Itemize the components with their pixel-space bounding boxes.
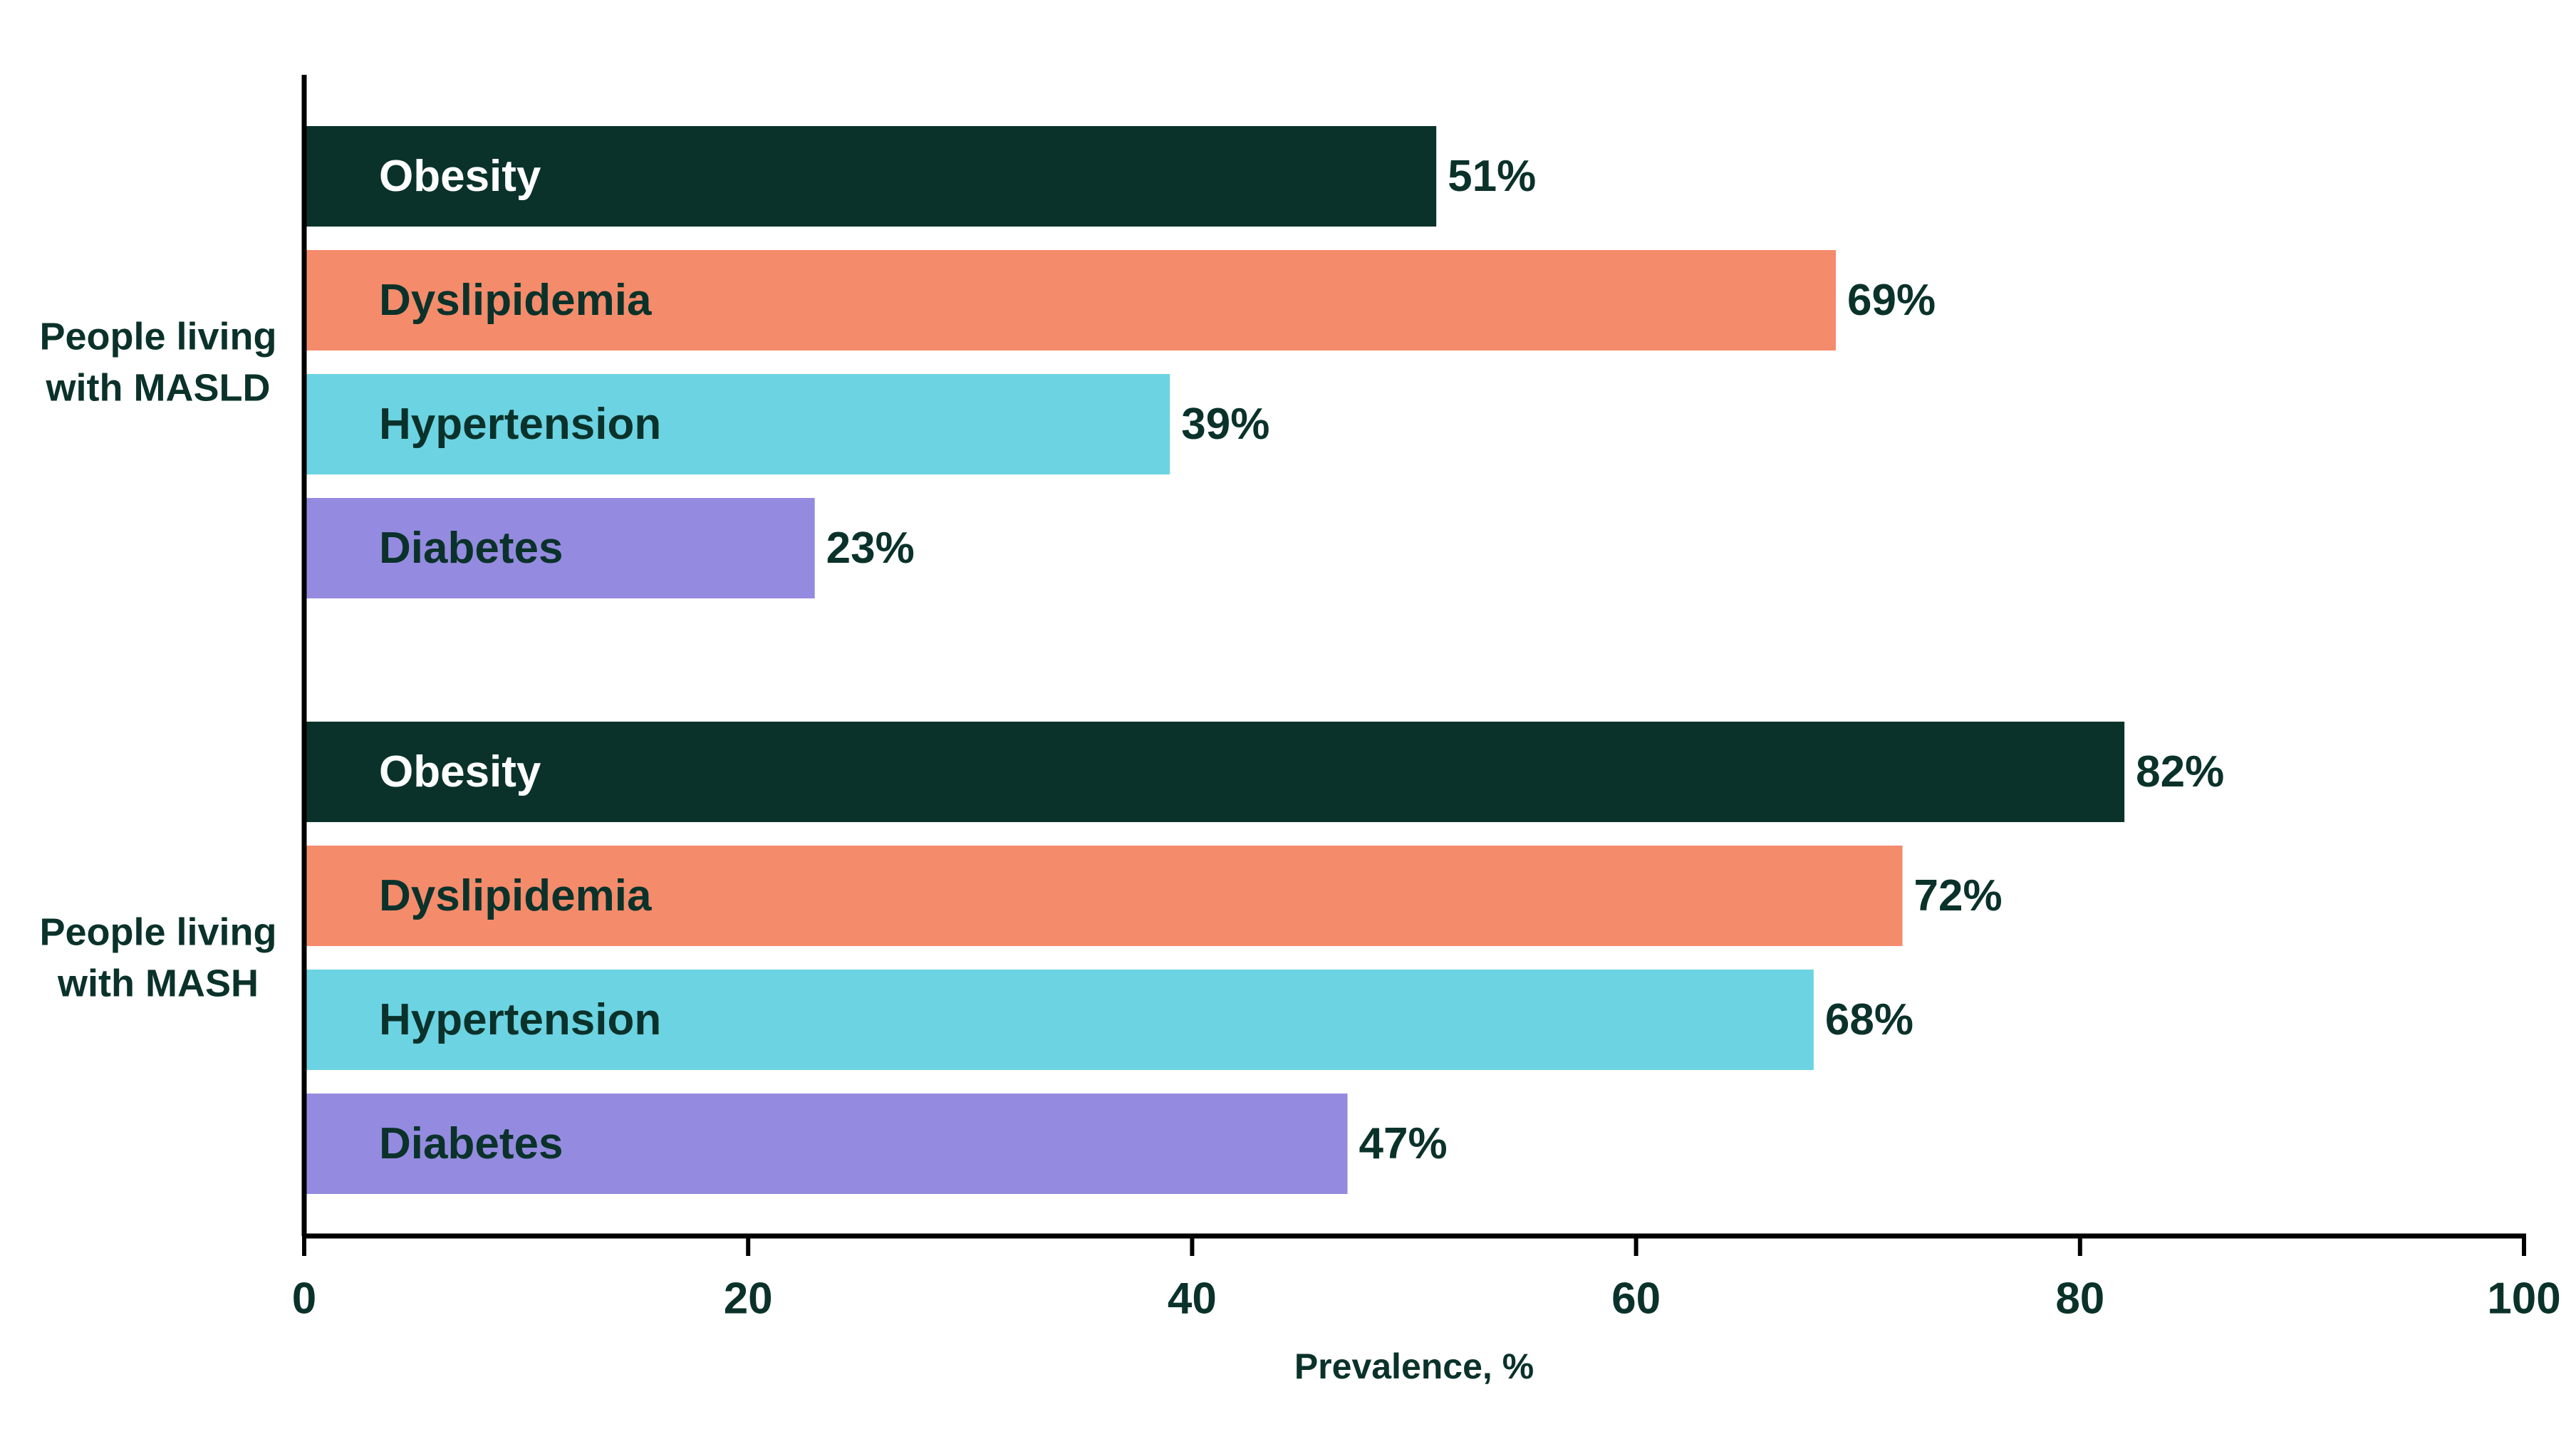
x-tick-label-40: 40 [1168, 1274, 1217, 1324]
bars-layer [304, 126, 2125, 1194]
bar-label-mash-dyslipidemia: Dyslipidemia [379, 871, 652, 920]
bar-masld-hypertension [304, 374, 1170, 474]
value-label-masld-obesity: 51% [1448, 152, 1536, 201]
group-label-masld-line-2: with MASLD [46, 367, 271, 410]
group-label-mash-line-1: People living [39, 911, 276, 954]
axes-layer [301, 75, 2526, 1256]
x-tick-label-20: 20 [724, 1274, 773, 1324]
bar-mash-dyslipidemia [304, 846, 1903, 946]
bar-masld-dyslipidemia [304, 250, 1837, 350]
bar-label-masld-diabetes: Diabetes [379, 524, 563, 573]
x-tick-label-80: 80 [2055, 1274, 2104, 1324]
group-label-masld-line-1: People living [39, 316, 276, 358]
x-tick-label-60: 60 [1611, 1274, 1661, 1324]
bar-label-mash-diabetes: Diabetes [379, 1119, 563, 1168]
bar-label-masld-dyslipidemia: Dyslipidemia [379, 276, 652, 325]
value-label-masld-dyslipidemia: 69% [1847, 276, 1936, 325]
value-label-mash-obesity: 82% [2136, 747, 2224, 796]
x-tick-label-100: 100 [2487, 1274, 2560, 1324]
bar-label-masld-hypertension: Hypertension [379, 400, 661, 449]
value-label-mash-hypertension: 68% [1825, 995, 1913, 1044]
bar-label-mash-hypertension: Hypertension [379, 995, 661, 1044]
value-label-mash-dyslipidemia: 72% [1914, 871, 2003, 920]
bar-label-mash-obesity: Obesity [379, 747, 541, 796]
value-label-masld-hypertension: 39% [1181, 400, 1269, 449]
value-label-mash-diabetes: 47% [1359, 1119, 1448, 1168]
bar-masld-obesity [304, 126, 1437, 227]
bar-mash-obesity [304, 722, 2125, 822]
bar-mash-diabetes [304, 1094, 1348, 1194]
x-axis-title: Prevalence, % [1294, 1346, 1534, 1386]
x-tick-label-0: 0 [292, 1274, 316, 1324]
group-label-mash-line-2: with MASH [57, 962, 259, 1005]
value-label-masld-diabetes: 23% [826, 524, 915, 573]
labels-layer: Obesity 51% Dyslipidemia 69% Hypertension 39%… [39, 152, 2560, 1386]
bar-mash-hypertension [304, 970, 1814, 1070]
bar-label-masld-obesity: Obesity [379, 152, 541, 201]
bar-masld-diabetes [304, 498, 815, 598]
